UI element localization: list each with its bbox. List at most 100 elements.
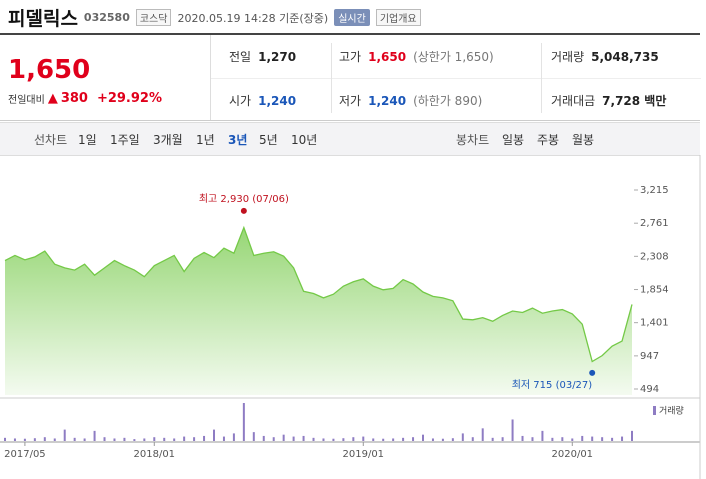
summary-label: 전일 bbox=[229, 50, 252, 64]
summary-label: 거래대금 bbox=[551, 94, 596, 108]
volume-bar bbox=[13, 438, 16, 441]
volume-bar bbox=[113, 438, 116, 441]
volume-bar bbox=[222, 436, 225, 441]
summary-label: 거래량 bbox=[551, 50, 585, 64]
volume-bar bbox=[422, 434, 424, 441]
volume-bar bbox=[431, 438, 434, 441]
volume-bar bbox=[73, 437, 76, 441]
change: 전일대비 ▲ 380 +29.92% bbox=[8, 91, 162, 106]
summary-note: (하한가 890) bbox=[413, 94, 483, 108]
legend-label: 거래량 bbox=[659, 405, 684, 417]
volume-bar bbox=[501, 437, 504, 441]
summary-value: 1,270 bbox=[258, 49, 297, 64]
company-info-button[interactable]: 기업개요 bbox=[375, 9, 421, 26]
change-rate: +29.92% bbox=[96, 91, 162, 106]
summary-value: 1,240 bbox=[258, 93, 297, 108]
volume-bar bbox=[153, 437, 156, 441]
header: 피델릭스 032580 코스닥 2020.05.19 14:28 기준(장중) … bbox=[8, 4, 421, 31]
extreme-label: 최저 715 (03/27) bbox=[512, 379, 593, 391]
volume-bar bbox=[312, 437, 315, 441]
summary-note: (상한가 1,650) bbox=[413, 50, 494, 64]
volume-bar bbox=[631, 430, 633, 441]
volume-bar bbox=[481, 428, 484, 441]
volume-bar bbox=[601, 437, 604, 441]
period-tab[interactable]: 3개월 bbox=[153, 133, 183, 147]
stock-name: 피델릭스 bbox=[8, 8, 78, 30]
candle-tab[interactable]: 일봉 bbox=[502, 133, 525, 147]
candle-tab[interactable]: 월봉 bbox=[572, 133, 595, 147]
volume-bar bbox=[4, 437, 6, 441]
period-tab[interactable]: 10년 bbox=[291, 133, 318, 147]
volume-bar bbox=[143, 438, 146, 441]
volume-bar bbox=[23, 438, 26, 441]
volume-bar bbox=[621, 436, 624, 441]
volume-bar bbox=[561, 437, 564, 441]
current-price: 1,650 bbox=[8, 55, 91, 85]
volume-bar bbox=[93, 430, 96, 441]
volume-bar bbox=[262, 435, 265, 441]
y-tick-label: 2,308 bbox=[640, 251, 669, 262]
divider bbox=[541, 43, 542, 113]
volume-bar bbox=[402, 437, 405, 441]
period-tab[interactable]: 1년 bbox=[196, 133, 215, 147]
summary-value: 1,650 bbox=[368, 49, 407, 64]
summary-label: 저가 bbox=[339, 94, 362, 108]
volume-bar bbox=[551, 437, 554, 441]
volume-bar bbox=[441, 438, 444, 441]
period-tab[interactable]: 1주일 bbox=[110, 133, 140, 147]
volume-bar bbox=[242, 403, 245, 441]
volume-bar bbox=[571, 438, 574, 441]
price-line bbox=[4, 225, 633, 363]
volume-bar bbox=[193, 437, 196, 441]
summary-cell: 고가 1,650 (상한가 1,650) bbox=[339, 48, 494, 65]
realtime-button[interactable]: 실시간 bbox=[334, 9, 370, 26]
volume-bar bbox=[203, 435, 206, 441]
volume-bar bbox=[53, 438, 56, 441]
y-tick-label: 1,854 bbox=[640, 285, 669, 296]
volume-bar bbox=[282, 434, 285, 441]
candle-tab[interactable]: 주봉 bbox=[537, 133, 560, 147]
summary-value: 7,728 백만 bbox=[602, 94, 667, 108]
stock-code: 032580 bbox=[83, 11, 130, 24]
area-fill bbox=[5, 227, 632, 395]
period-tab[interactable]: 3년 bbox=[228, 133, 248, 147]
y-tick-label: 494 bbox=[640, 384, 659, 395]
summary-cell: 거래대금 7,728 백만 bbox=[551, 92, 666, 109]
volume-bar bbox=[33, 438, 36, 441]
y-tick-label: 947 bbox=[640, 351, 659, 362]
volume-bar bbox=[232, 433, 235, 441]
volume-bar bbox=[412, 437, 415, 441]
volume-bar bbox=[43, 437, 46, 441]
volume-bar bbox=[531, 437, 534, 441]
volume-bar bbox=[103, 437, 106, 441]
extreme-marker bbox=[589, 369, 596, 376]
volume-bar bbox=[362, 436, 365, 441]
summary-value: 5,048,735 bbox=[591, 49, 659, 64]
volume-bar bbox=[173, 438, 176, 441]
summary-cell: 저가 1,240 (하한가 890) bbox=[339, 92, 482, 109]
summary-value: 1,240 bbox=[368, 93, 407, 108]
period-tab[interactable]: 1일 bbox=[78, 133, 97, 147]
volume-bar bbox=[491, 437, 494, 441]
volume-bar bbox=[471, 437, 474, 441]
volume-bar bbox=[451, 438, 454, 441]
change-label: 전일대비 bbox=[8, 95, 45, 106]
y-tick-label: 1,401 bbox=[640, 318, 669, 329]
summary-cell: 시가 1,240 bbox=[229, 92, 296, 109]
volume-bar bbox=[213, 429, 215, 441]
timestamp: 2020.05.19 14:28 기준(장중) bbox=[177, 11, 329, 25]
summary: 전일 1,270 고가 1,650 (상한가 1,650) 거래량 5,048,735 시가 1… bbox=[210, 35, 701, 120]
tab-label: 봉차트 bbox=[456, 133, 490, 147]
quote-box: 1,650 전일대비 ▲ 380 +29.92% 전일 1,270 고가 1,650 (… bbox=[0, 33, 701, 121]
volume-bar bbox=[521, 435, 524, 441]
summary-cell: 거래량 5,048,735 bbox=[551, 48, 659, 65]
volume-bar bbox=[292, 436, 295, 441]
volume-bar bbox=[541, 430, 544, 441]
tab-label: 선차트 bbox=[34, 133, 68, 147]
extreme-label: 최고 2,930 (07/06) bbox=[199, 193, 289, 205]
volume-bar bbox=[392, 438, 395, 441]
summary-row: 전일 1,270 고가 1,650 (상한가 1,650) 거래량 5,048,735 bbox=[211, 35, 701, 77]
volume-bar bbox=[332, 438, 335, 441]
period-tab[interactable]: 5년 bbox=[259, 133, 278, 147]
